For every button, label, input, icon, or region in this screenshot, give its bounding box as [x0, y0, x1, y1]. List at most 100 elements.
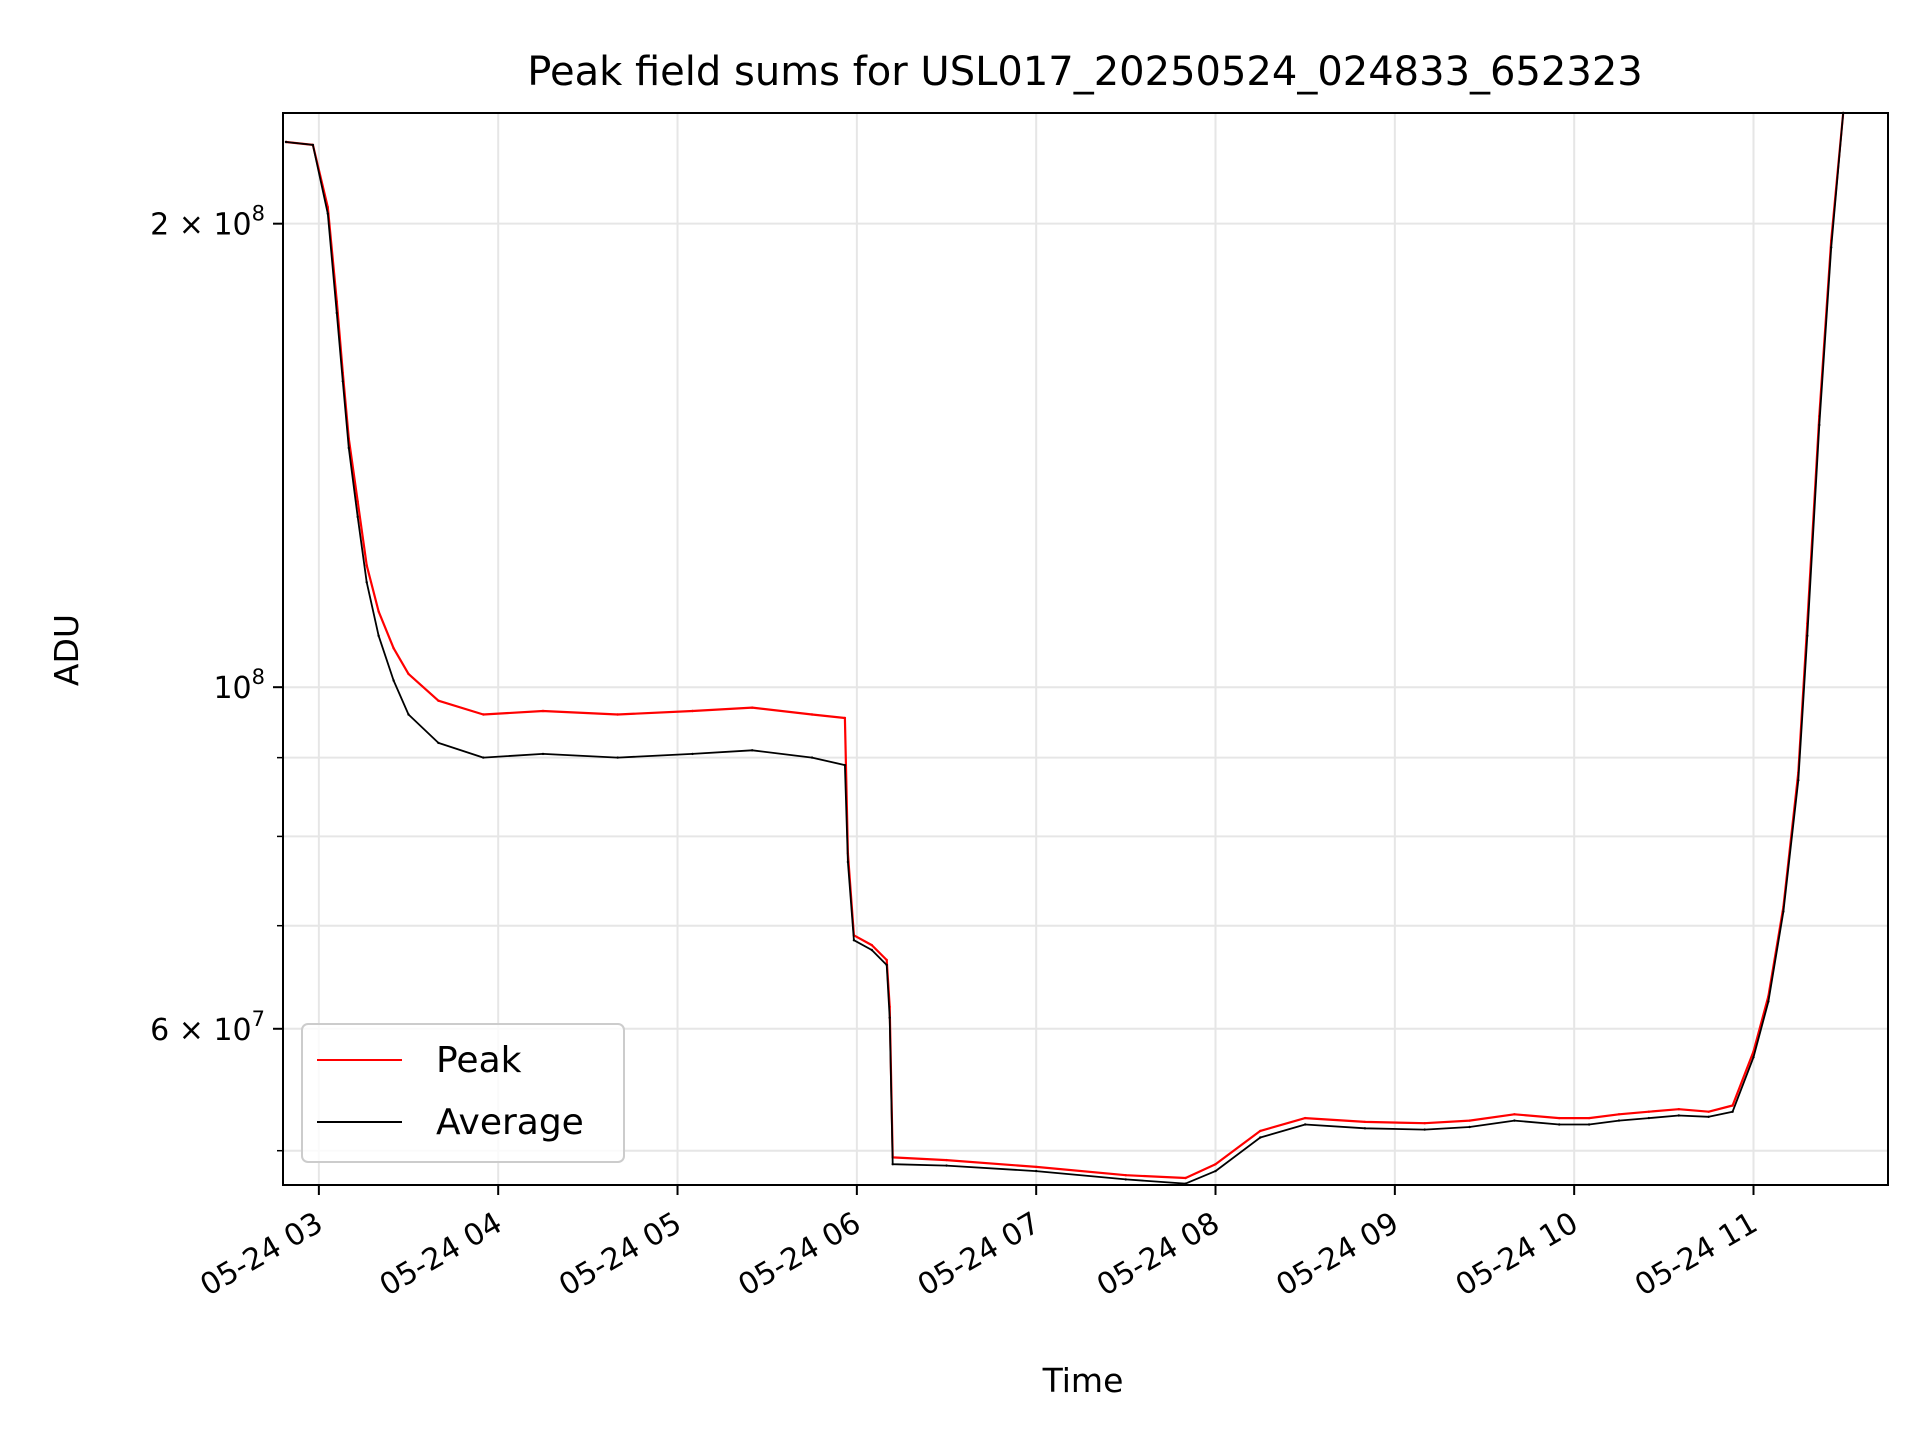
data-point-peak: [356, 500, 359, 503]
data-point-average: [437, 741, 440, 745]
data-point-average: [1513, 1119, 1516, 1122]
data-point-average: [616, 756, 619, 759]
data-point-average: [407, 713, 410, 716]
data-point-peak: [1035, 1165, 1038, 1169]
y-axis-label: ADU: [47, 614, 86, 686]
data-point-peak: [945, 1158, 948, 1162]
x-tick-label: 05-24 08: [1091, 1206, 1225, 1304]
data-point-average: [1677, 1114, 1681, 1117]
legend: Peak Average: [301, 1023, 625, 1163]
y-tick-label: 6 × 107: [150, 1007, 265, 1048]
data-point-average: [356, 515, 359, 519]
x-tick-label: 05-24 07: [912, 1206, 1046, 1304]
legend-label-peak: Peak: [436, 1040, 522, 1081]
data-point-average: [1617, 1119, 1621, 1122]
data-point-peak: [1558, 1116, 1561, 1120]
data-point-peak: [691, 709, 694, 713]
data-point-average: [1587, 1123, 1591, 1126]
x-tick-label: 05-24 05: [553, 1206, 687, 1304]
y-tick-mantissa: 6 ×: [150, 1013, 213, 1048]
data-point-peak: [1617, 1113, 1621, 1116]
data-point-average: [1558, 1123, 1561, 1126]
data-point-average: [891, 1163, 894, 1166]
y-tick-label: 108: [213, 665, 265, 706]
data-point-average: [852, 939, 856, 942]
series-lines: [284, 111, 1845, 1185]
data-point-peak: [885, 958, 888, 962]
data-point-peak: [1468, 1119, 1471, 1122]
data-point-peak: [365, 564, 368, 567]
y-tick-base: 10: [213, 1013, 251, 1048]
data-point-average: [1797, 779, 1800, 782]
plot-frame: [282, 112, 1889, 1186]
data-point-average: [1731, 1110, 1734, 1113]
data-point-peak: [1513, 1113, 1516, 1116]
data-point-average: [392, 679, 395, 682]
x-tick-label: 05-24 06: [733, 1206, 867, 1304]
data-point-peak: [541, 709, 545, 713]
chart-title: Peak field sums for USL017_20250524_0248…: [527, 49, 1642, 95]
legend-box: [301, 1023, 625, 1163]
series-points-peak: [284, 111, 1845, 1180]
series-line-peak: [285, 112, 1845, 1180]
data-point-peak: [616, 713, 619, 716]
x-tick-label: 05-24 04: [374, 1206, 508, 1304]
data-point-average: [1035, 1169, 1038, 1173]
data-point-peak: [1184, 1176, 1187, 1180]
series-points-average: [284, 111, 1845, 1185]
y-tick-mantissa: 2 ×: [150, 208, 213, 243]
data-point-peak: [1363, 1120, 1367, 1124]
data-point-average: [1124, 1178, 1128, 1181]
data-point-average: [1259, 1136, 1262, 1139]
data-point-average: [541, 752, 545, 756]
data-point-average: [284, 140, 288, 144]
data-point-average: [335, 311, 338, 315]
data-point-average: [482, 756, 485, 759]
data-point-average: [326, 212, 329, 215]
data-point-average: [1767, 1000, 1770, 1003]
data-point-average: [341, 380, 344, 383]
data-point-average: [1707, 1115, 1710, 1119]
x-tick-label: 05-24 10: [1450, 1206, 1584, 1304]
data-point-average: [1806, 634, 1809, 637]
data-point-peak: [1731, 1104, 1734, 1107]
grid: [283, 113, 1888, 1185]
data-point-peak: [1647, 1110, 1651, 1113]
data-point-peak: [407, 672, 410, 676]
data-point-peak: [482, 713, 485, 716]
data-point-average: [1782, 910, 1785, 913]
data-point-average: [1423, 1128, 1426, 1131]
data-point-peak: [843, 716, 847, 720]
data-point-average: [365, 581, 368, 584]
data-point-average: [885, 963, 888, 967]
data-point-average: [810, 756, 814, 759]
data-point-average: [347, 446, 350, 450]
data-point-peak: [377, 610, 380, 613]
data-point-average: [945, 1164, 948, 1167]
data-point-peak: [1259, 1129, 1262, 1133]
data-point-average: [311, 143, 315, 147]
y-tick-exponent: 8: [252, 202, 265, 226]
x-tick-label: 05-24 09: [1271, 1206, 1405, 1304]
legend-label-average: Average: [436, 1102, 584, 1143]
data-point-peak: [1124, 1174, 1128, 1177]
data-point-peak: [870, 943, 873, 947]
y-tick-base: 10: [213, 671, 251, 706]
y-tick-base: 10: [213, 208, 251, 243]
data-point-peak: [751, 706, 754, 709]
data-point-peak: [810, 713, 814, 716]
data-point-peak: [437, 699, 440, 702]
data-point-peak: [1677, 1108, 1681, 1111]
data-point-average: [1830, 246, 1833, 249]
x-tick-label: 05-24 11: [1629, 1206, 1763, 1304]
data-point-average: [1468, 1125, 1471, 1129]
data-point-peak: [1587, 1116, 1591, 1120]
data-point-peak: [392, 647, 395, 650]
y-tick-exponent: 7: [252, 1007, 265, 1031]
data-point-average: [1818, 423, 1821, 427]
y-tick-exponent: 8: [252, 665, 265, 689]
x-axis-label: Time: [1042, 1361, 1124, 1400]
data-point-average: [691, 752, 694, 756]
data-point-average: [751, 749, 754, 752]
data-point-average: [377, 634, 380, 637]
